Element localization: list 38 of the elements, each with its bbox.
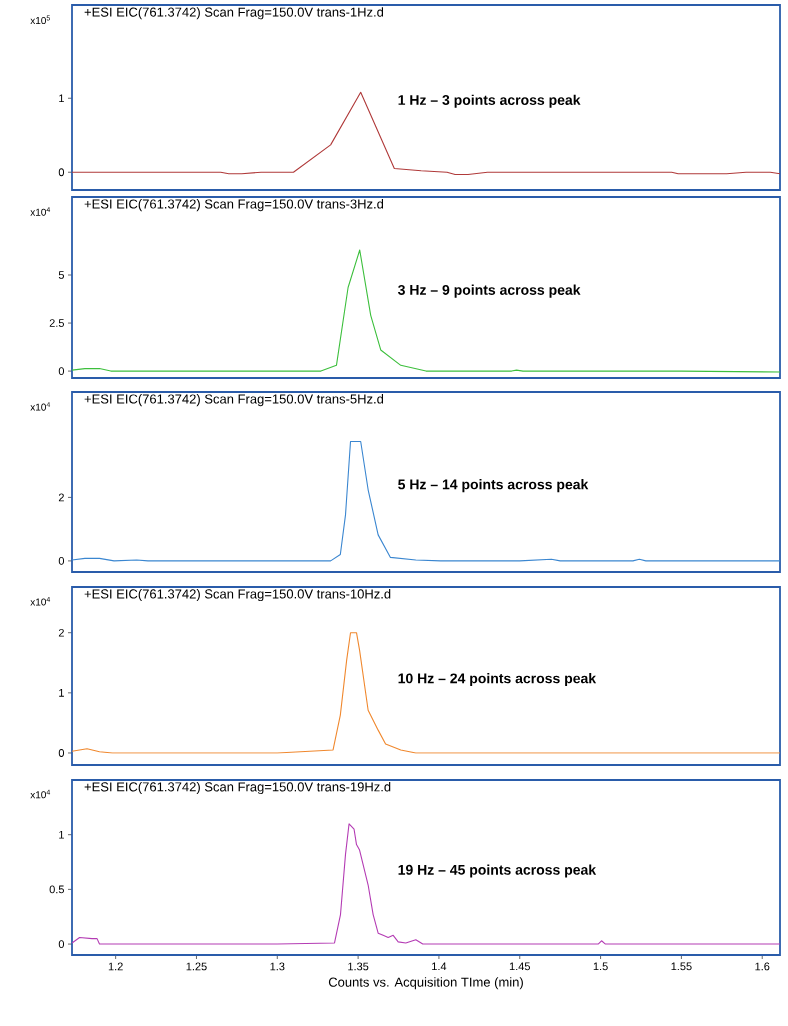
x-tick-label: 1.25 [186, 962, 207, 971]
y-axis-title: x10$^{4}$ [30, 207, 51, 216]
y-tick-label: 0 [58, 940, 65, 948]
annotation: 3 Hz – 9 points across peak [397, 284, 581, 298]
y-axis-title: x10$^{4}$ [30, 402, 51, 411]
y-tick-label: 2 [58, 493, 64, 502]
chart-title: +ESI EIC(761.3742) Scan Frag=150.0V trans-5Hz.d [84, 394, 384, 407]
y-tick-label: 0 [58, 367, 65, 375]
x-tick-label: 1.45 [509, 962, 530, 971]
annotation: 10 Hz – 24 points across peak [398, 673, 597, 687]
x-tick-label: 1.5 [593, 962, 608, 971]
x-tick-label: 1.3 [270, 962, 285, 971]
x-tick-label: 1.35 [348, 962, 369, 971]
y-tick-label: 2 [58, 628, 64, 637]
y-tick-label: 2.5 [49, 319, 64, 327]
x-tick-label: 1.2 [108, 962, 123, 971]
chart-title: +ESI EIC(761.3742) Scan Frag=150.0V trans-1Hz.d [84, 7, 384, 20]
y-axis-title: x10$^{4}$ [30, 596, 51, 606]
y-axis-title: x10$^{5}$ [30, 15, 50, 25]
x-axis-title: Counts vs. Acquisition TIme (min) [328, 977, 523, 990]
y-tick-label: 0 [58, 749, 65, 757]
y-tick-label: 1 [59, 94, 64, 103]
chart-title: +ESI EIC(761.3742) Scan Frag=150.0V trans-10Hz.d [84, 588, 391, 602]
y-tick-label: 0.5 [49, 885, 64, 894]
chart-title: +ESI EIC(761.3742) Scan Frag=150.0V trans-3Hz.d [84, 199, 384, 212]
x-tick-label: 1.55 [671, 962, 692, 971]
y-tick-label: 0 [58, 168, 65, 177]
y-tick-label: 5 [58, 271, 64, 279]
y-tick-label: 1 [59, 830, 64, 839]
annotation: 5 Hz – 14 points across peak [398, 479, 589, 493]
y-tick-label: 1 [59, 689, 64, 697]
x-tick-label: 1.4 [432, 962, 447, 971]
annotation: 19 Hz – 45 points across peak [398, 864, 597, 878]
y-axis-title: x10$^{4}$ [30, 789, 51, 799]
y-tick-label: 0 [58, 557, 65, 565]
chart-title: +ESI EIC(761.3742) Scan Frag=150.0V trans-19Hz.d [84, 781, 391, 795]
x-tick-label: 1.6 [755, 962, 770, 971]
annotation: 1 Hz – 3 points across peak [398, 94, 581, 108]
